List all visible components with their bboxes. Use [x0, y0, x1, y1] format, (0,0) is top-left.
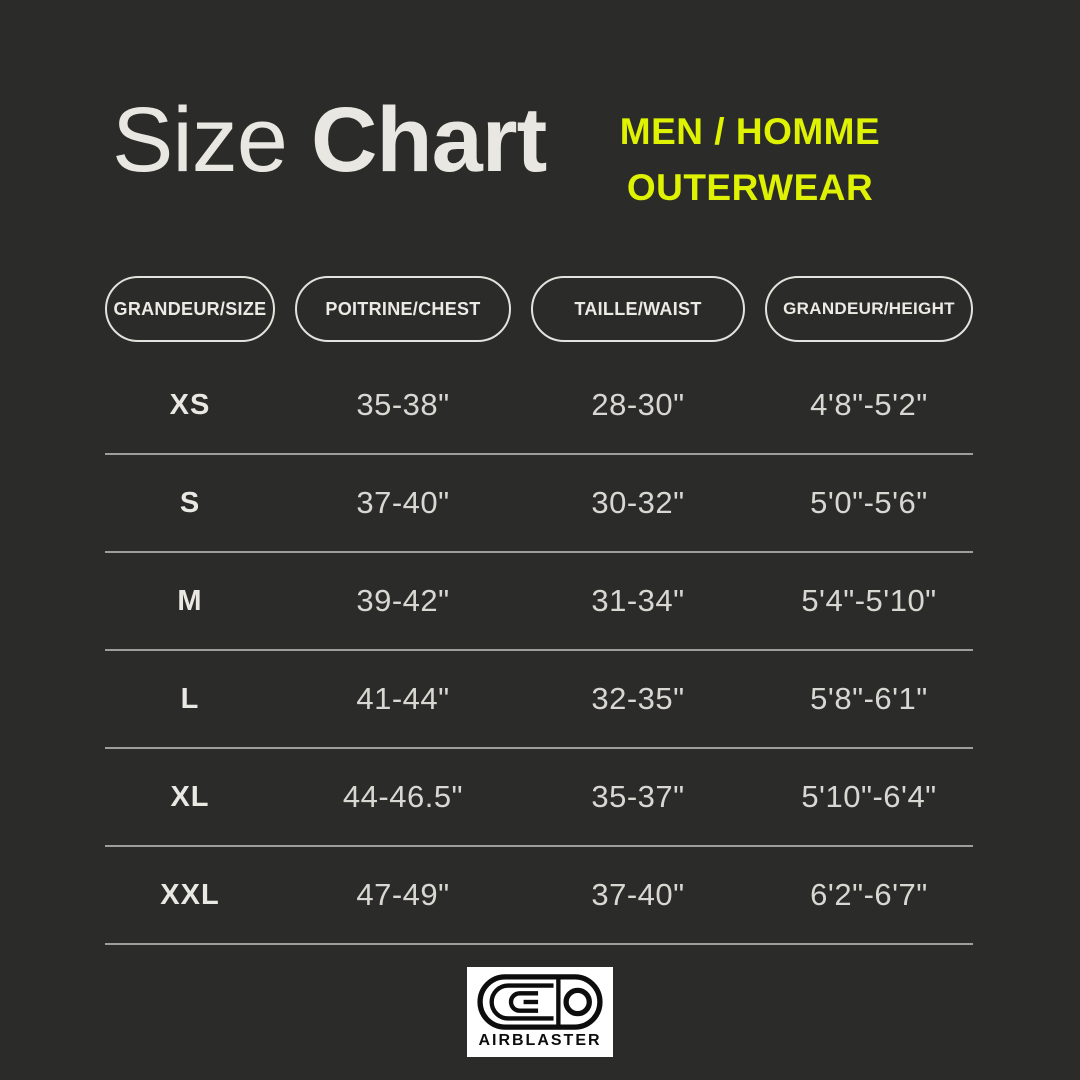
waist-value: 32-35" — [591, 681, 685, 716]
waist-value: 31-34" — [591, 583, 685, 618]
chest-value: 44-46.5" — [342, 779, 464, 814]
size-label: S — [179, 486, 201, 519]
category-label-line2: OUTERWEAR — [626, 166, 874, 208]
size-label: XS — [169, 388, 211, 421]
height-value: 5'8"-6'1" — [810, 681, 928, 716]
waist-value: 28-30" — [591, 387, 685, 422]
height-value: 4'8"-5'2" — [810, 387, 928, 422]
height-value: 6'2"-6'7" — [810, 877, 928, 912]
table-row-xs: XS 35-38" 28-30" 4'8"-5'2" — [105, 357, 973, 455]
page-title-bold: Chart — [310, 89, 547, 191]
category-label-line1: MEN / HOMME — [619, 111, 881, 152]
table-row-xxl: XXL 47-49" 37-40" 6'2"-6'7" — [105, 847, 973, 945]
chest-value: 41-44" — [356, 681, 450, 716]
waist-value: 35-37" — [591, 779, 685, 814]
size-label: XL — [170, 780, 210, 813]
page-title-regular: Size — [112, 89, 288, 191]
column-header-chest: POITRINE/CHEST — [295, 276, 511, 342]
brand-name: AIRBLASTER — [478, 1032, 602, 1049]
column-header-height: GRANDEUR/HEIGHT — [765, 276, 973, 342]
table-row-xl: XL 44-46.5" 35-37" 5'10"-6'4" — [105, 749, 973, 847]
table-row-m: M 39-42" 31-34" 5'4"-5'10" — [105, 553, 973, 651]
brand-logo: AIRBLASTER — [467, 967, 613, 1057]
waist-value: 30-32" — [591, 485, 685, 520]
size-label: XXL — [160, 878, 220, 911]
height-value: 5'0"-5'6" — [810, 485, 928, 520]
size-table: XS 35-38" 28-30" 4'8"-5'2" S 37-40" 30-3… — [105, 357, 973, 945]
size-label: M — [177, 584, 203, 617]
category-label: MEN / HOMME OUTERWEAR — [590, 104, 910, 215]
chest-value: 37-40" — [356, 485, 450, 520]
size-label: L — [180, 682, 200, 715]
chest-value: 47-49" — [356, 877, 450, 912]
chest-value: 39-42" — [356, 583, 450, 618]
column-header-size: GRANDEUR/SIZE — [105, 276, 275, 342]
table-row-l: L 41-44" 32-35" 5'8"-6'1" — [105, 651, 973, 749]
height-value: 5'10"-6'4" — [801, 779, 937, 814]
column-header-row: GRANDEUR/SIZE POITRINE/CHEST TAILLE/WAIS… — [105, 276, 973, 342]
chest-value: 35-38" — [356, 387, 450, 422]
airblaster-goggle-logo-icon — [477, 974, 603, 1030]
waist-value: 37-40" — [591, 877, 685, 912]
page-title: Size Chart — [112, 89, 547, 191]
height-value: 5'4"-5'10" — [801, 583, 937, 618]
column-header-waist: TAILLE/WAIST — [531, 276, 745, 342]
table-row-s: S 37-40" 30-32" 5'0"-5'6" — [105, 455, 973, 553]
